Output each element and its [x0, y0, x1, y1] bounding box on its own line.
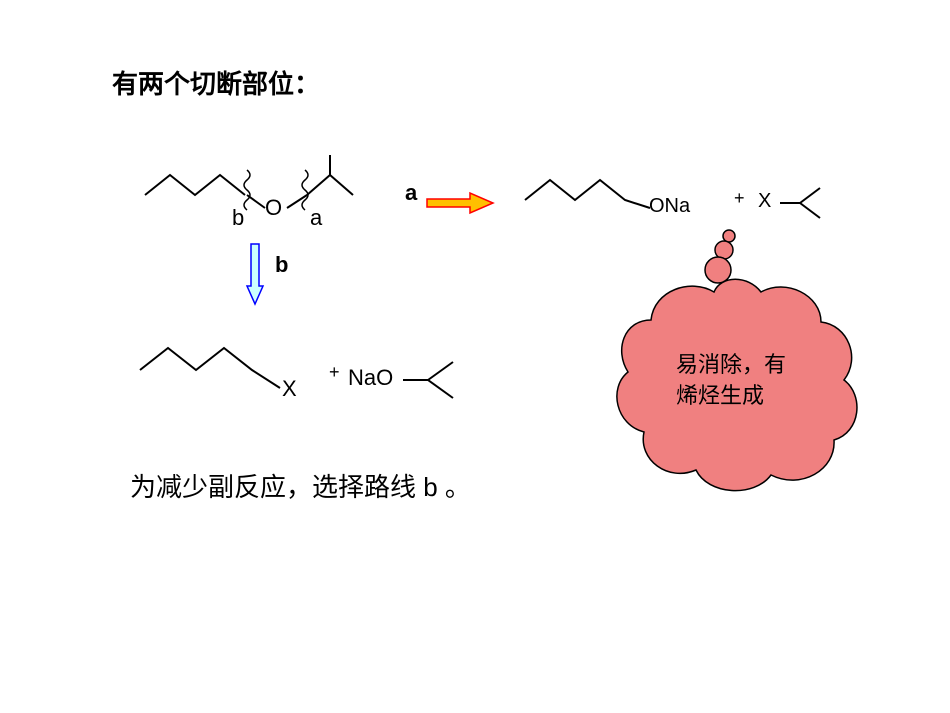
- label-b: b: [275, 252, 288, 278]
- label-ONa: ONa: [649, 195, 690, 218]
- product-b: X: [130, 330, 320, 405]
- diagram-title: 有两个切断部位：: [112, 64, 320, 101]
- label-a: a: [405, 180, 417, 206]
- arrow-a: [425, 191, 495, 220]
- label-a-under: a: [310, 205, 322, 231]
- ether-structure: b O a: [135, 150, 385, 235]
- isopropyl-b: [398, 348, 473, 408]
- label-NaO: NaO: [348, 365, 393, 391]
- product-a: ONa: [515, 160, 715, 225]
- label-X-b: X: [282, 376, 297, 402]
- conclusion-text: 为减少副反应，选择路线 b 。: [130, 467, 471, 504]
- plus-b: +: [329, 362, 340, 383]
- label-O: O: [265, 195, 282, 221]
- label-X-a: X: [758, 190, 771, 213]
- cloud-text: 易消除，有 烯烃生成: [676, 350, 786, 412]
- label-b-under: b: [232, 205, 244, 231]
- cloud-line1: 易消除，有: [676, 350, 786, 381]
- arrow-b: [245, 242, 265, 311]
- cloud-line2: 烯烃生成: [676, 381, 786, 412]
- plus-a: +: [734, 188, 745, 209]
